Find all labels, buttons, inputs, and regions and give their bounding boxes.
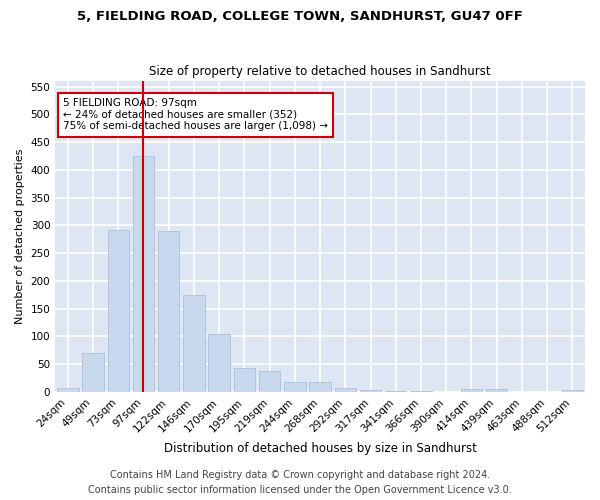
X-axis label: Distribution of detached houses by size in Sandhurst: Distribution of detached houses by size …	[164, 442, 476, 455]
Bar	[310, 382, 331, 392]
Y-axis label: Number of detached properties: Number of detached properties	[15, 149, 25, 324]
Bar	[82, 353, 104, 392]
Bar	[183, 295, 205, 392]
Bar	[57, 388, 79, 392]
Bar	[284, 382, 305, 392]
Bar	[562, 390, 583, 392]
Bar	[360, 390, 381, 392]
Text: 5, FIELDING ROAD, COLLEGE TOWN, SANDHURST, GU47 0FF: 5, FIELDING ROAD, COLLEGE TOWN, SANDHURS…	[77, 10, 523, 23]
Bar	[259, 371, 280, 392]
Bar	[208, 334, 230, 392]
Bar	[335, 388, 356, 392]
Bar	[486, 389, 508, 392]
Bar	[461, 389, 482, 392]
Text: Contains HM Land Registry data © Crown copyright and database right 2024.
Contai: Contains HM Land Registry data © Crown c…	[88, 470, 512, 495]
Bar	[133, 156, 154, 392]
Title: Size of property relative to detached houses in Sandhurst: Size of property relative to detached ho…	[149, 66, 491, 78]
Text: 5 FIELDING ROAD: 97sqm
← 24% of detached houses are smaller (352)
75% of semi-de: 5 FIELDING ROAD: 97sqm ← 24% of detached…	[63, 98, 328, 132]
Bar	[233, 368, 255, 392]
Bar	[107, 230, 129, 392]
Bar	[158, 231, 179, 392]
